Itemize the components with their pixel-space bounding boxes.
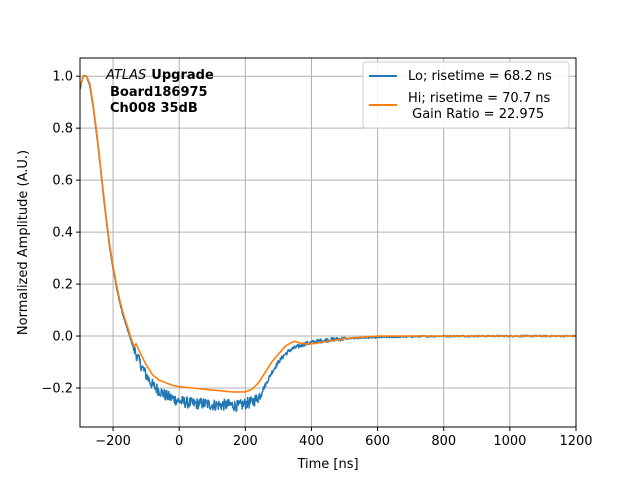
annotation: ATLAS Upgrade Board186975 Ch008 35dB: [105, 68, 214, 116]
legend-label-lo: Lo; risetime = 68.2 ns: [408, 69, 552, 84]
y-axis-label: Normalized Amplitude (A.U.): [16, 150, 31, 335]
series-line-hi: [80, 75, 576, 393]
y-tick-label: 0.0: [52, 330, 73, 345]
y-tick-label: 1.0: [52, 70, 73, 85]
legend-box: [362, 61, 570, 129]
legend: Lo; risetime = 68.2 ns Hi; risetime = 70…: [362, 61, 570, 129]
legend-label-hi-line: Gain Ratio = 22.975: [408, 107, 544, 122]
axes-frame: [79, 57, 577, 428]
annotation-line1: ATLAS Upgrade: [105, 68, 214, 83]
y-tick-label: 0.4: [52, 226, 73, 241]
x-tick-label: 400: [299, 434, 324, 449]
x-tick-label: 1200: [559, 434, 592, 449]
annotation-line3: Ch008 35dB: [110, 101, 198, 116]
x-tick-label: 800: [431, 434, 456, 449]
x-tick-label: 1000: [493, 434, 526, 449]
plot-area: [80, 74, 576, 413]
ticks: −200 0 200 400 600 800 1000 1200 −0.2 0.0 0.2 0.4 0.…: [41, 70, 592, 449]
legend-label-hi-line: Hi; risetime = 70.7 ns: [408, 91, 550, 106]
annotation-italic: ATLAS: [105, 68, 146, 83]
legend-label-hi: Hi; risetime = 70.7 ns Gain Ratio = 22.9…: [408, 91, 550, 122]
annotation-bold: Upgrade: [151, 68, 214, 83]
y-tick-label: 0.6: [52, 174, 73, 189]
annotation-line2: Board186975: [110, 85, 208, 100]
x-tick-label: 0: [175, 434, 183, 449]
x-axis-label: Time [ns]: [296, 457, 358, 472]
x-tick-label: 200: [233, 434, 258, 449]
x-tick-label: 600: [365, 434, 390, 449]
y-tick-label: −0.2: [41, 382, 73, 397]
y-tick-label: 0.8: [52, 122, 73, 137]
y-tick-label: 0.2: [52, 278, 73, 293]
x-tick-label: −200: [95, 434, 131, 449]
